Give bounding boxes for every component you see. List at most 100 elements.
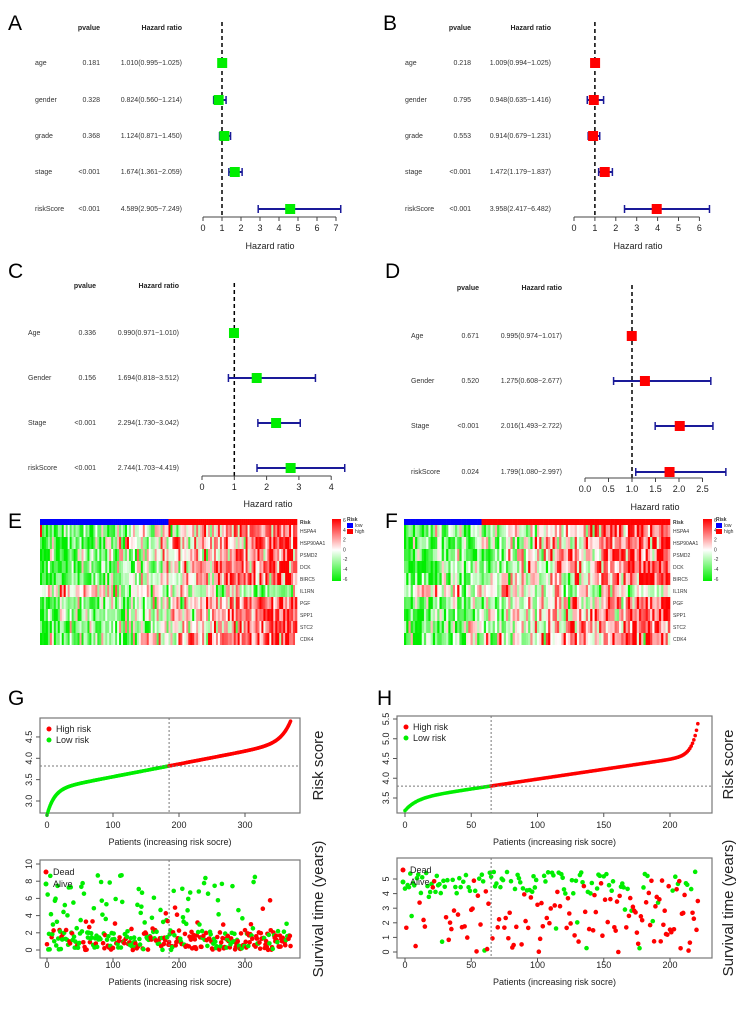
heatmap-cell [514, 597, 518, 609]
hazard-ratio-box [664, 467, 675, 477]
y-tick-label: 5 [381, 876, 391, 881]
risk-annotation-cell [574, 519, 578, 525]
heatmap-cell [249, 621, 252, 633]
heatmap-cell [73, 561, 76, 573]
heatmap-cell [132, 525, 136, 537]
dead-point [287, 933, 293, 939]
alive-point [119, 899, 125, 905]
dead-point [536, 949, 542, 955]
heatmap-cell [479, 585, 482, 597]
heatmap-cell [225, 621, 229, 633]
risk-annotation-cell [174, 519, 177, 525]
risk-annotation-cell [563, 519, 567, 525]
heatmap-cell [229, 621, 233, 633]
heatmap-cell [517, 585, 520, 597]
heatmap-cell [71, 597, 74, 609]
heatmap-cell [150, 585, 153, 597]
alive-point [135, 902, 140, 908]
heatmap-cell [231, 597, 235, 609]
heatmap-cell [182, 561, 185, 573]
heatmap-cell [97, 597, 100, 609]
heatmap-cell [170, 621, 173, 633]
alive-point [578, 870, 584, 875]
heatmap-cell [40, 573, 43, 585]
heatmap-cell [67, 549, 70, 561]
heatmap-cell [601, 585, 604, 597]
heatmap-cell [51, 561, 55, 573]
heatmap-cell [661, 549, 664, 561]
heatmap-cell [40, 525, 43, 537]
heatmap-cell [435, 537, 438, 549]
heatmap-cell [178, 573, 181, 585]
heatmap-cell [259, 525, 262, 537]
heatmap-cell [184, 585, 187, 597]
risk-annotation-cell [293, 519, 296, 525]
heatmap-cell [441, 525, 445, 537]
dead-point [633, 910, 638, 915]
gene-label: HSPA4 [300, 529, 316, 535]
risk-annotation-cell [437, 519, 440, 525]
heatmap-cell [271, 609, 274, 621]
heatmap-cell [439, 537, 442, 549]
heatmap-cell [277, 573, 280, 585]
heatmap-cell [257, 609, 260, 621]
heatmap-cell [570, 609, 573, 621]
heatmap-cell [494, 585, 498, 597]
heatmap-cell [412, 633, 416, 645]
heatmap-cell [190, 585, 193, 597]
heatmap-cell [121, 585, 124, 597]
alive-point [512, 886, 518, 892]
heatmap-cell [497, 621, 500, 633]
heatmap-cell [277, 549, 280, 561]
heatmap-cell [665, 597, 669, 609]
risk-annotation-cell [40, 519, 43, 525]
heatmap-cell [142, 609, 146, 621]
alive-point [645, 873, 650, 879]
heatmap-cell [412, 549, 416, 561]
dead-point [192, 937, 198, 942]
heatmap-cell [184, 525, 187, 537]
heatmap-cell [627, 609, 631, 621]
heatmap-cell [249, 561, 252, 573]
heatmap-cell [267, 633, 270, 645]
heatmap-cell [605, 597, 609, 609]
variable-name: Stage [28, 420, 46, 427]
heatmap-cell [192, 549, 195, 561]
heatmap-cell [627, 525, 631, 537]
heatmap-cell [483, 597, 487, 609]
heatmap-cell [223, 537, 227, 549]
heatmap-cell [486, 585, 489, 597]
heatmap-cell [474, 609, 478, 621]
heatmap-cell [89, 549, 92, 561]
heatmap-cell [510, 525, 513, 537]
heatmap-cell [93, 561, 96, 573]
annotation-label: Risk [673, 520, 684, 526]
heatmap-cell [525, 525, 529, 537]
heatmap-cell [614, 525, 618, 537]
heatmap-cell [599, 633, 602, 645]
heatmap-cell [494, 633, 498, 645]
x-tick-label: 6 [697, 223, 702, 233]
heatmap-cell [194, 621, 197, 633]
risk-annotation-cell [486, 519, 489, 525]
heatmap-cell [634, 585, 638, 597]
heatmap-cell [452, 585, 456, 597]
heatmap-cell [488, 525, 491, 537]
risk-annotation-cell [494, 519, 498, 525]
heatmap-cell [229, 609, 233, 621]
dead-point [214, 934, 220, 940]
heatmap-cell [132, 621, 136, 633]
heatmap-cell [552, 561, 556, 573]
heatmap-cell [523, 633, 527, 645]
heatmap-cell [410, 585, 414, 597]
alive-point [160, 947, 165, 953]
heatmap-cell [610, 621, 613, 633]
risk-annotation-cell [552, 519, 556, 525]
heatmap-cell [592, 573, 595, 585]
heatmap-cell [182, 585, 185, 597]
risk-annotation-cell [426, 519, 429, 525]
heatmap-cell [459, 537, 462, 549]
risk-point [689, 744, 693, 748]
heatmap-cell [105, 621, 108, 633]
heatmap-cell [581, 573, 584, 585]
